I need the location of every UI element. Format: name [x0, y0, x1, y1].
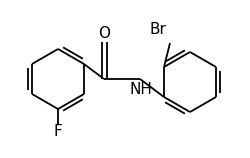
Text: Br: Br [150, 22, 166, 37]
Text: O: O [98, 27, 110, 42]
Text: F: F [54, 125, 62, 140]
Text: NH: NH [130, 82, 152, 97]
